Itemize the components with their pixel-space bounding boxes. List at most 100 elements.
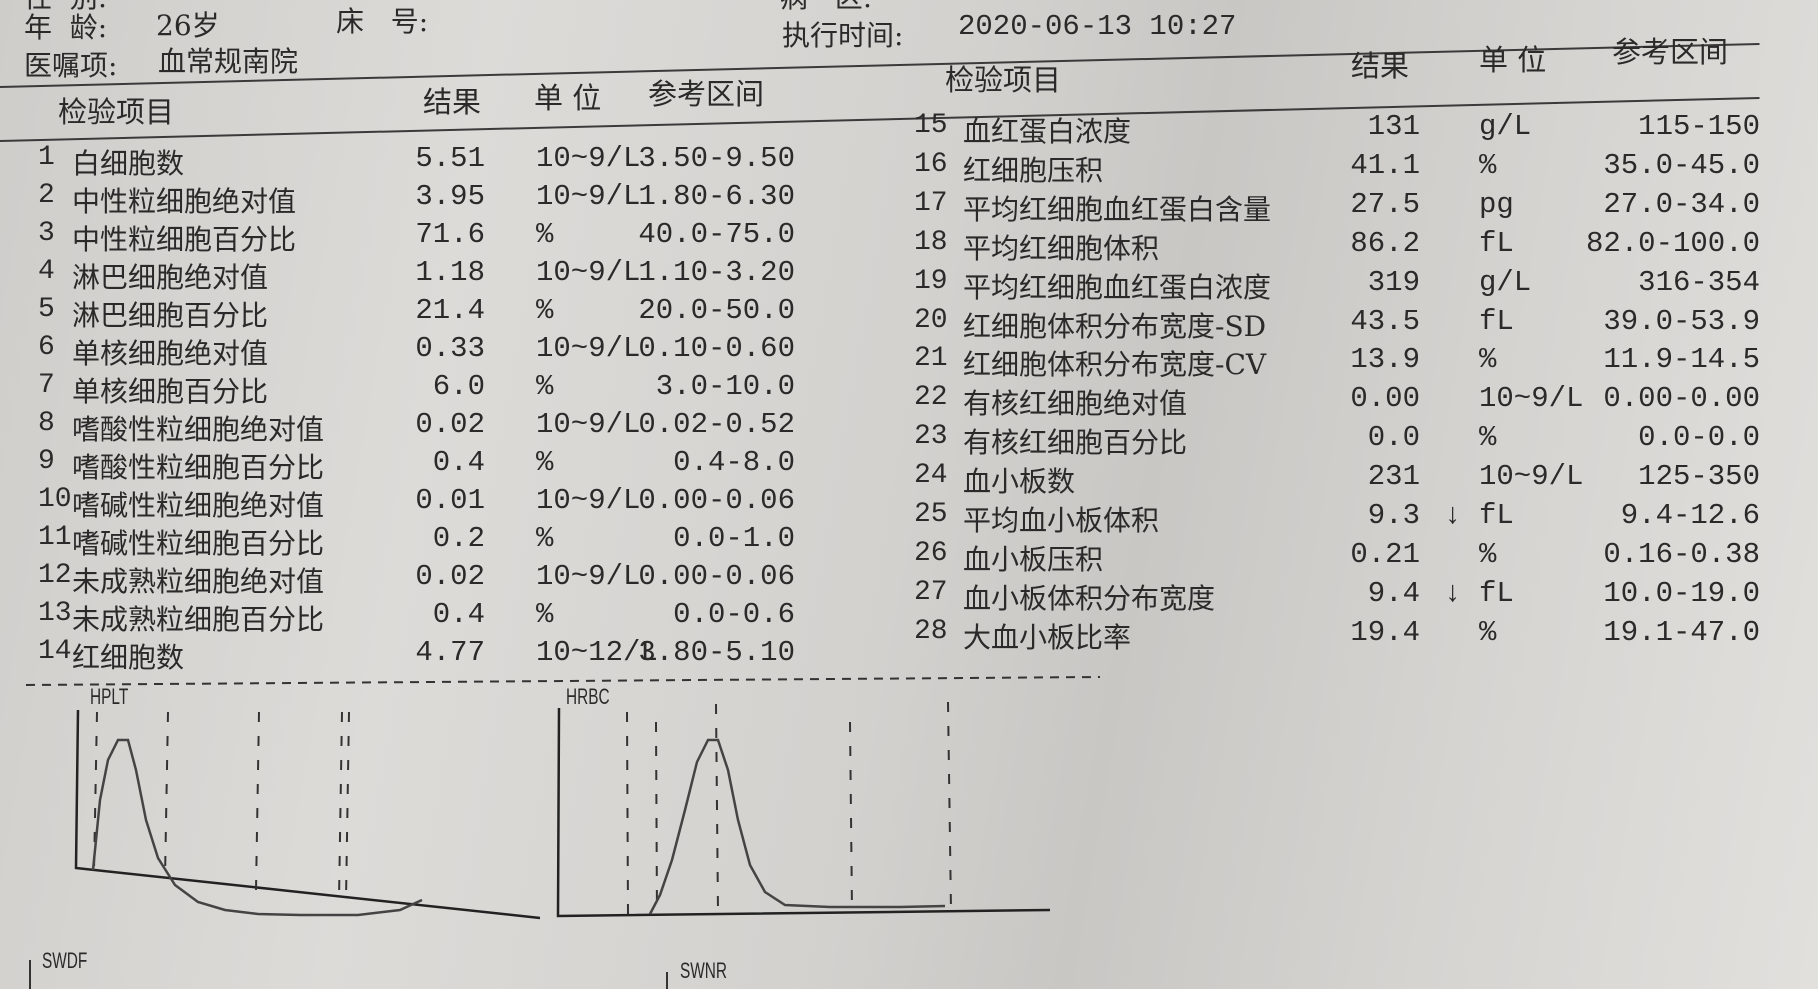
item-name: 大血小板比率 (963, 620, 1132, 654)
item-name: 嗜酸性粒细胞绝对值 (72, 413, 325, 446)
item-name: 有核红细胞绝对值 (963, 387, 1188, 421)
swdf-label: SWDF (42, 948, 88, 973)
unit: % (1479, 148, 1497, 182)
table-row: 2 中性粒细胞绝对值 3.95 10~9/L 1.80-6.30 (0, 180, 1818, 218)
result-value: 21.4 (415, 294, 485, 327)
result-value: 41.1 (1350, 148, 1420, 182)
item-name: 红细胞体积分布宽度-SD (963, 309, 1267, 343)
table-row: 5 淋巴细胞百分比 21.4% 20.0-50.0 (0, 294, 1818, 332)
unit: g/L (1479, 110, 1532, 143)
col-unit-header: 单 位 (534, 81, 602, 115)
item-number: 9 (38, 446, 55, 477)
item-name: 平均红细胞血红蛋白含量 (963, 192, 1272, 226)
reference-range: 35.0-45.0 (1603, 148, 1760, 182)
item-name: 血小板体积分布宽度 (963, 581, 1216, 615)
reference-range: 0.0-0.0 (1638, 421, 1760, 455)
item-number: 5 (38, 294, 55, 325)
result-value: 0.33 (415, 332, 485, 365)
swnr-label: SWNR (680, 958, 728, 983)
result-value: 9.3 (1367, 499, 1420, 532)
order-value: 血常规南院 (158, 45, 299, 78)
item-name: 中性粒细胞百分比 (72, 223, 297, 256)
table-row: 13 未成熟粒细胞百分比 0.4% 0.0-0.6 (0, 598, 1818, 636)
unit: fL (1479, 304, 1514, 338)
item-name: 有核红细胞百分比 (963, 426, 1188, 460)
rbc-histogram-label: HRBC (566, 684, 610, 709)
result-value: 19.4 (1350, 615, 1420, 649)
col-result-header: 结果 (1351, 49, 1410, 83)
item-number: 3 (38, 218, 55, 249)
item-name: 平均红细胞体积 (963, 231, 1160, 265)
table-row: 3 中性粒细胞百分比 71.6% 40.0-75.0 (0, 218, 1818, 256)
reference-range: 1.10-3.20 (638, 256, 795, 289)
table-row: 1 白细胞数 5.51 10~9/L 3.50-9.50 (0, 142, 1818, 180)
item-name: 血小板压积 (963, 542, 1104, 576)
result-value: 5.51 (415, 142, 485, 175)
result-value: 4.77 (415, 636, 485, 669)
ward-label: 病 区: (780, 0, 872, 12)
plt-curve (91, 738, 423, 917)
reference-range: 0.4-8.0 (673, 446, 795, 479)
reference-range: 11.9-14.5 (1603, 343, 1760, 377)
reference-range: 3.50-9.50 (638, 142, 795, 175)
reference-range: 125-350 (1638, 460, 1760, 494)
plt-axes (74, 709, 541, 920)
result-value: 0.02 (415, 560, 485, 593)
item-number: 2 (38, 180, 55, 211)
unit: 10~9/L (536, 408, 641, 441)
reference-range: 115-150 (1638, 110, 1760, 143)
item-number: 13 (38, 598, 72, 629)
result-value: 0.0 (1367, 421, 1420, 455)
exec-time-value: 2020-06-13 10:27 (958, 10, 1237, 43)
abnormal-flag: ↓ (1444, 576, 1462, 610)
table-row: 27 血小板体积分布宽度 9.4 ↓ fL 10.0-19.0 (0, 577, 1818, 615)
age-value: 26岁 (156, 9, 220, 42)
reference-range: 0.10-0.60 (638, 332, 795, 365)
unit: % (1479, 615, 1497, 649)
table-row: 21 红细胞体积分布宽度-CV 13.9% 11.9-14.5 (0, 343, 1818, 381)
table-row: 22 有核红细胞绝对值 0.00 10~9/L 0.00-0.00 (0, 382, 1818, 420)
item-number: 26 (914, 537, 948, 569)
item-name: 红细胞压积 (963, 153, 1104, 187)
table-row: 15 血红蛋白浓度 131 g/L 115-150 (0, 110, 1818, 148)
result-value: 9.4 (1367, 576, 1420, 610)
reference-range: 0.00-0.06 (638, 484, 795, 517)
table-row: 14 红细胞数 4.77 10~12/L 3.80-5.10 (0, 636, 1818, 674)
item-number: 21 (914, 343, 948, 375)
table-row: 6 单核细胞绝对值 0.33 10~9/L 0.10-0.60 (0, 332, 1818, 370)
result-value: 1.18 (415, 256, 485, 289)
col-item-header: 检验项目 (58, 95, 175, 129)
item-number: 24 (914, 460, 948, 492)
result-value: 0.01 (415, 484, 485, 517)
reference-range: 0.16-0.38 (1603, 537, 1760, 571)
item-number: 4 (38, 256, 55, 287)
reference-range: 82.0-100.0 (1585, 226, 1760, 260)
reference-range: 39.0-53.9 (1603, 304, 1760, 338)
rbc-curve (648, 738, 946, 915)
result-value: 6.0 (432, 370, 485, 403)
item-number: 18 (914, 226, 948, 258)
item-number: 16 (914, 148, 948, 180)
item-number: 10 (38, 484, 72, 515)
reference-range: 3.80-5.10 (638, 636, 795, 669)
age-label: 年 龄: (24, 11, 108, 44)
unit: % (536, 294, 554, 327)
unit: % (536, 218, 554, 251)
item-number: 14 (38, 636, 72, 667)
reference-range: 0.00-0.00 (1603, 382, 1760, 416)
order-label: 医嘱项: (24, 49, 118, 82)
reference-range: 316-354 (1638, 265, 1760, 299)
reference-range: 3.0-10.0 (655, 370, 795, 403)
reference-range: 0.00-0.06 (638, 560, 795, 593)
item-name: 平均血小板体积 (963, 504, 1160, 537)
reference-range: 0.0-0.6 (673, 598, 795, 631)
table-row: 4 淋巴细胞绝对值 1.18 10~9/L 1.10-3.20 (0, 256, 1818, 294)
item-number: 11 (38, 522, 72, 553)
plt-histogram (74, 709, 541, 920)
item-number: 17 (914, 187, 948, 219)
item-number: 1 (38, 142, 55, 173)
unit: fL (1479, 576, 1514, 610)
unit: g/L (1479, 265, 1532, 299)
table-row: 11 嗜碱性粒细胞百分比 0.2% 0.0-1.0 (0, 522, 1818, 560)
item-number: 20 (914, 304, 948, 336)
